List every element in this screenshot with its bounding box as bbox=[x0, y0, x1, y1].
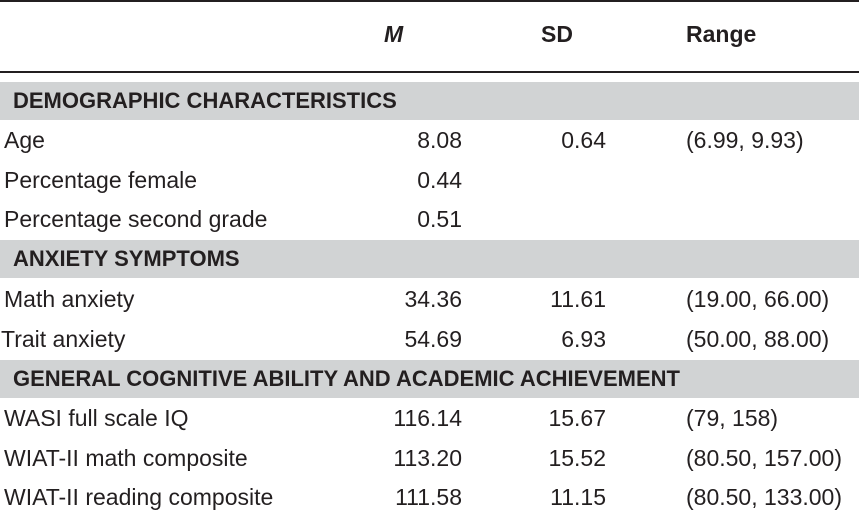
row-sd: 15.67 bbox=[548, 405, 606, 431]
section-demographic: DEMOGRAPHIC CHARACTERISTICS bbox=[0, 82, 859, 120]
table-row: Percentage female 0.44 bbox=[0, 161, 859, 199]
row-label: WIAT-II reading composite bbox=[4, 484, 274, 510]
header-rule bbox=[0, 71, 859, 73]
row-sd: 11.61 bbox=[550, 286, 606, 312]
column-header-sd: SD bbox=[541, 21, 573, 47]
section-cognitive: GENERAL COGNITIVE ABILITY AND ACADEMIC A… bbox=[0, 360, 859, 398]
row-range: (80.50, 157.00) bbox=[686, 445, 843, 471]
row-label: Age bbox=[4, 127, 45, 153]
table-row: Percentage second grade 0.51 bbox=[0, 200, 859, 238]
table-row: Age 8.08 0.64 (6.99, 9.93) bbox=[0, 121, 859, 159]
table-row: Trait anxiety 54.69 6.93 (50.00, 88.00) bbox=[0, 320, 859, 358]
row-label: Trait anxiety bbox=[1, 326, 126, 352]
section-title: GENERAL COGNITIVE ABILITY AND ACADEMIC A… bbox=[13, 366, 680, 391]
row-label: Percentage female bbox=[4, 167, 198, 193]
row-range: (79, 158) bbox=[686, 405, 779, 431]
row-mean: 54.69 bbox=[404, 326, 462, 352]
section-title: DEMOGRAPHIC CHARACTERISTICS bbox=[13, 88, 397, 113]
table-row: WASI full scale IQ 116.14 15.67 (79, 158… bbox=[0, 399, 859, 437]
row-sd: 15.52 bbox=[548, 445, 606, 471]
row-mean: 34.36 bbox=[404, 286, 462, 312]
row-range: (50.00, 88.00) bbox=[686, 326, 830, 352]
row-range: (80.50, 133.00) bbox=[686, 484, 843, 510]
row-mean: 8.08 bbox=[417, 127, 462, 153]
row-label: Math anxiety bbox=[4, 286, 135, 312]
table-top-rule bbox=[0, 0, 859, 2]
row-range: (19.00, 66.00) bbox=[686, 286, 830, 312]
row-label: WIAT-II math composite bbox=[4, 445, 248, 471]
table-row: Math anxiety 34.36 11.61 (19.00, 66.00) bbox=[0, 280, 859, 318]
row-sd: 11.15 bbox=[550, 484, 606, 510]
row-mean: 0.44 bbox=[417, 167, 462, 193]
section-anxiety: ANXIETY SYMPTOMS bbox=[0, 240, 859, 278]
row-mean: 113.20 bbox=[393, 445, 462, 471]
column-header-range: Range bbox=[686, 21, 757, 47]
table-row: WIAT-II math composite 113.20 15.52 (80.… bbox=[0, 439, 859, 477]
row-sd: 0.64 bbox=[561, 127, 606, 153]
table-row: WIAT-II reading composite 111.58 11.15 (… bbox=[0, 478, 859, 516]
row-mean: 116.14 bbox=[393, 405, 462, 431]
row-sd: 6.93 bbox=[561, 326, 606, 352]
row-mean: 0.51 bbox=[417, 206, 462, 232]
row-mean: 111.58 bbox=[395, 484, 462, 510]
section-title: ANXIETY SYMPTOMS bbox=[13, 246, 240, 271]
column-header-mean: M bbox=[384, 21, 404, 47]
row-label: Percentage second grade bbox=[4, 206, 268, 232]
row-range: (6.99, 9.93) bbox=[686, 127, 804, 153]
row-label: WASI full scale IQ bbox=[4, 405, 189, 431]
